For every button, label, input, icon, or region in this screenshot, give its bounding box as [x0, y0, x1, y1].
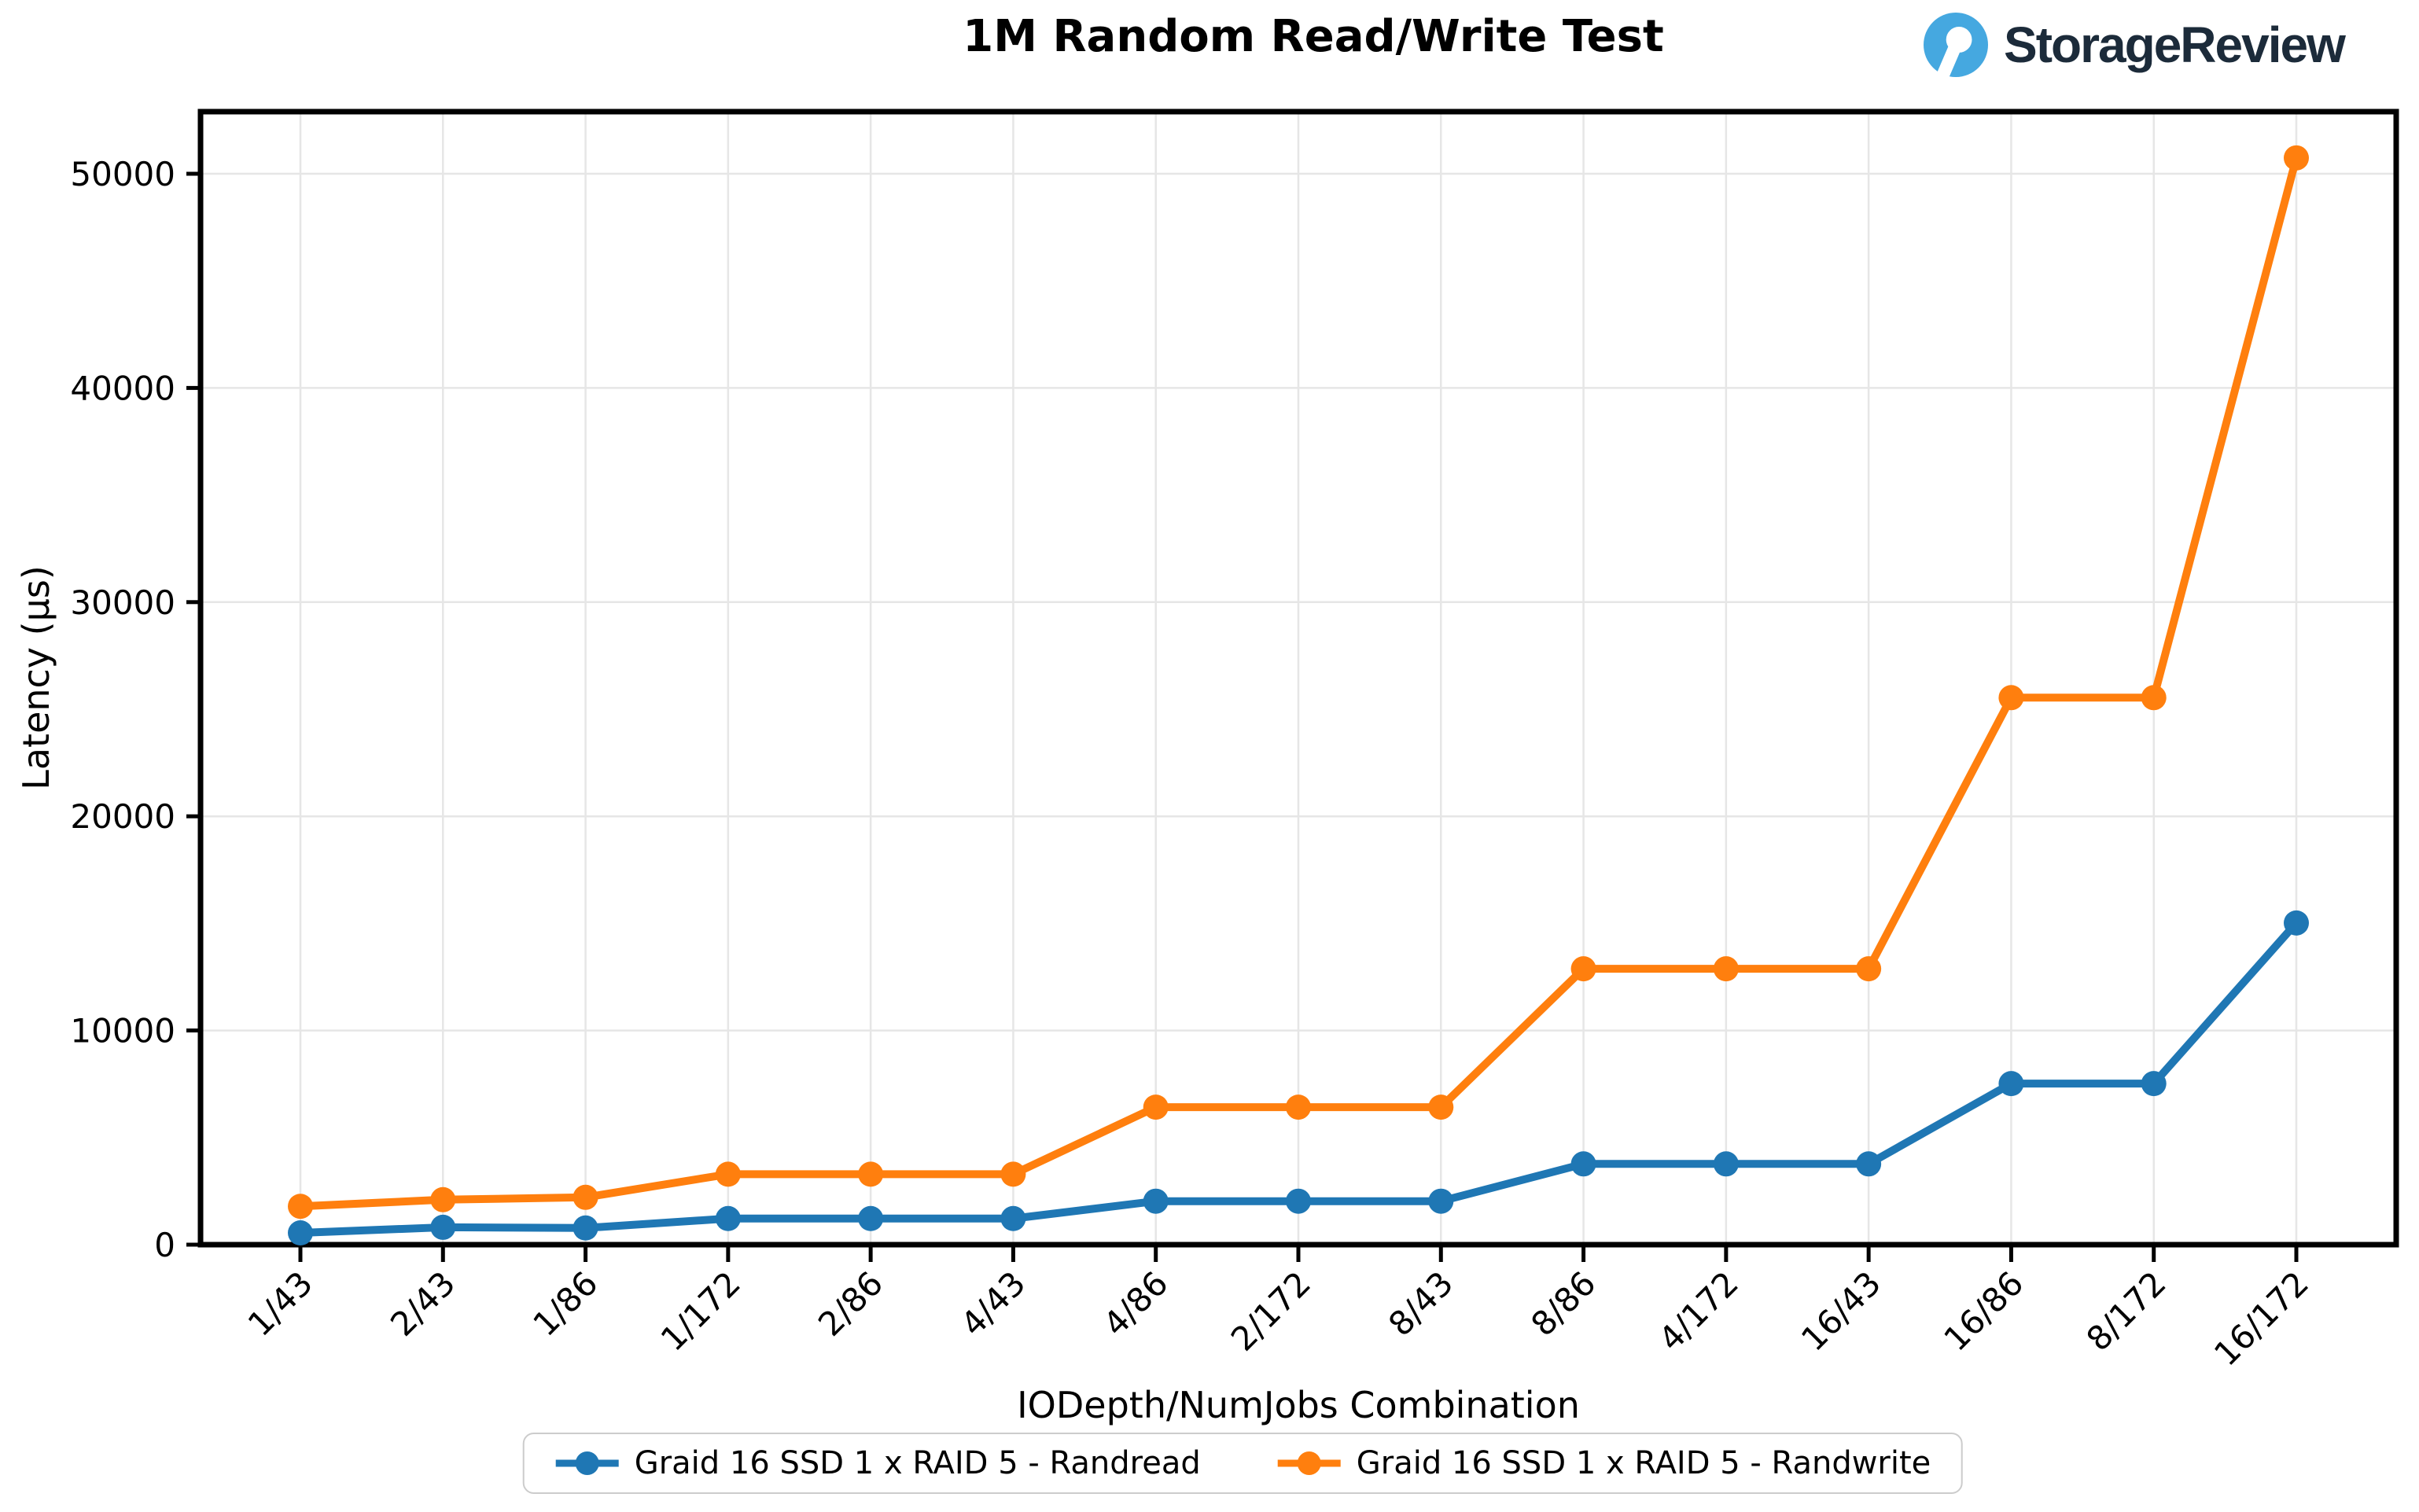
y-axis-label: Latency (µs) [15, 565, 57, 790]
y-tick-label: 20000 [70, 797, 175, 836]
x-tick-label: 1/43 [241, 1264, 320, 1343]
x-tick-label: 2/43 [383, 1264, 462, 1343]
legend-marker-icon [555, 1451, 619, 1475]
data-point [288, 1220, 313, 1246]
data-point [2141, 685, 2167, 711]
y-tick-label: 0 [154, 1226, 175, 1264]
data-point [1998, 685, 2024, 711]
x-tick-label: 2/172 [1224, 1264, 1318, 1358]
legend-item-1: Graid 16 SSD 1 x RAID 5 - Randwrite [1276, 1445, 1931, 1481]
brand-name: StorageReview [2004, 17, 2346, 73]
data-point [1570, 956, 1596, 982]
chart-title: 1M Random Read/Write Test [963, 11, 1664, 62]
logo-tail [1935, 39, 1964, 77]
y-tick-label: 10000 [70, 1012, 175, 1050]
x-tick-label: 8/43 [1381, 1264, 1460, 1343]
y-tick-label: 40000 [70, 369, 175, 407]
legend: Graid 16 SSD 1 x RAID 5 - Randread Graid … [522, 1433, 1963, 1494]
x-tick-label: 4/43 [953, 1264, 1033, 1343]
data-point [1000, 1161, 1026, 1187]
data-point [1856, 1151, 1882, 1177]
data-point [288, 1194, 313, 1220]
x-tick-label: 4/86 [1095, 1264, 1175, 1343]
data-point [430, 1214, 456, 1240]
plot-border [197, 109, 2399, 1248]
brand-logo: StorageReview [1924, 13, 2346, 77]
x-axis-label: IODepth/NumJobs Combination [1017, 1384, 1580, 1426]
data-point [858, 1161, 884, 1187]
legend-label: Graid 16 SSD 1 x RAID 5 - Randread [634, 1445, 1201, 1481]
x-tick-label: 8/86 [1523, 1264, 1603, 1343]
data-point [573, 1215, 598, 1241]
y-tick-label: 30000 [70, 583, 175, 622]
legend-label: Graid 16 SSD 1 x RAID 5 - Randwrite [1356, 1445, 1931, 1481]
data-point [1856, 956, 1882, 982]
x-tick-label: 8/172 [2079, 1264, 2174, 1358]
x-tick-label: 16/172 [2207, 1264, 2316, 1373]
data-point [573, 1184, 598, 1210]
y-tick-label: 50000 [70, 155, 175, 193]
data-point [2141, 1071, 2167, 1097]
x-tick-label: 16/86 [1936, 1264, 2031, 1358]
data-point [1143, 1094, 1169, 1120]
x-tick-label: 1/172 [654, 1264, 748, 1358]
data-point [715, 1205, 741, 1231]
legend-item-0: Graid 16 SSD 1 x RAID 5 - Randread [554, 1445, 1201, 1481]
data-point [1428, 1188, 1454, 1214]
data-point [715, 1161, 741, 1187]
data-point [1998, 1071, 2024, 1097]
data-point [2284, 145, 2309, 171]
data-point [2284, 910, 2309, 936]
legend-marker-icon [1277, 1451, 1341, 1475]
data-point [1570, 1151, 1596, 1177]
x-tick-label: 4/172 [1651, 1264, 1746, 1358]
data-point [1286, 1188, 1311, 1214]
x-tick-label: 1/86 [525, 1264, 605, 1343]
data-point [858, 1205, 884, 1231]
data-point [1143, 1188, 1169, 1214]
storagereview-drop-icon [1924, 13, 1988, 77]
data-point [1713, 1151, 1739, 1177]
x-tick-label: 2/86 [811, 1264, 890, 1343]
data-point [1286, 1094, 1311, 1120]
data-point [430, 1186, 456, 1212]
data-point [1428, 1094, 1454, 1120]
x-tick-label: 16/43 [1794, 1264, 1888, 1358]
data-point [1000, 1205, 1026, 1231]
data-point [1713, 956, 1739, 982]
